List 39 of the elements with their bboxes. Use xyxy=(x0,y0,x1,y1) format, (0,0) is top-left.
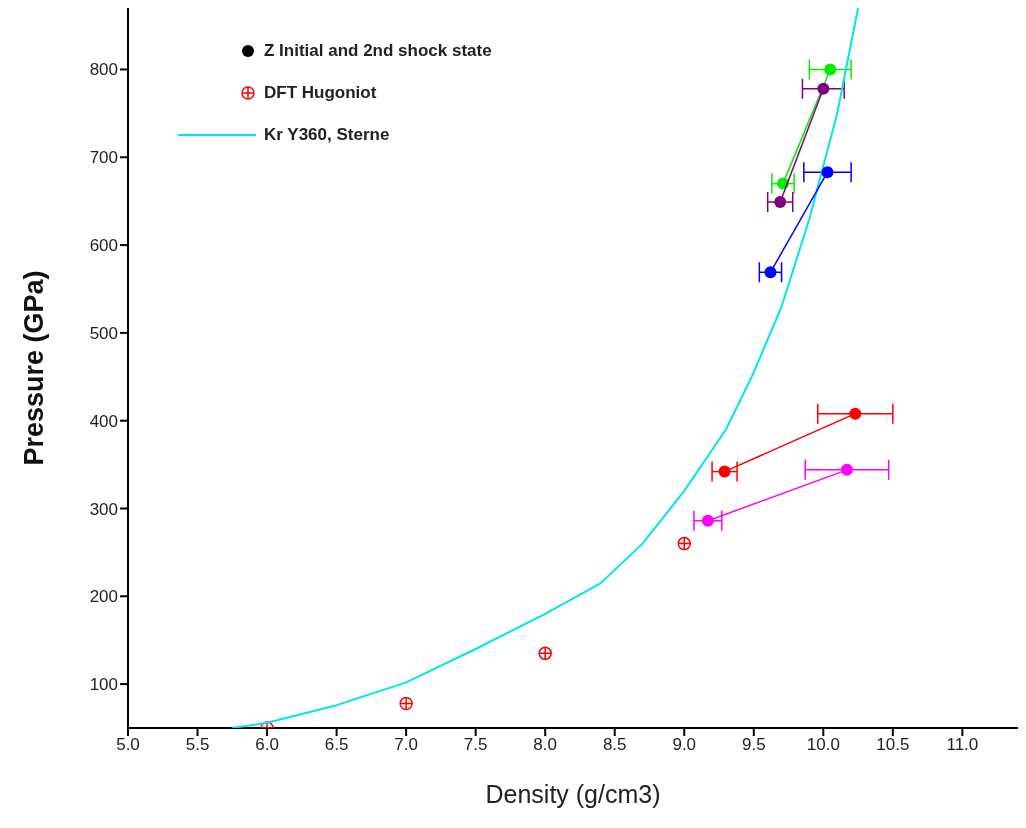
point xyxy=(764,266,777,279)
y-tick-label: 400 xyxy=(89,411,118,431)
line-series xyxy=(231,8,860,728)
legend-label: Z Initial and 2nd shock state xyxy=(264,41,492,61)
y-tick-label: 700 xyxy=(89,148,118,168)
x-tick-label: 5.5 xyxy=(185,735,210,755)
point xyxy=(701,514,714,527)
y-tick-label: 200 xyxy=(89,587,118,607)
x-tick-label: 9.0 xyxy=(672,735,697,755)
y-axis-title: Pressure (GPa) xyxy=(18,270,49,466)
x-tick-label: 10.5 xyxy=(876,735,910,755)
x-tick-label: 9.5 xyxy=(741,735,766,755)
point xyxy=(821,166,834,179)
point xyxy=(677,536,691,551)
x-tick-label: 5.0 xyxy=(116,735,140,755)
y-tick-label: 600 xyxy=(89,236,118,256)
point xyxy=(774,196,787,209)
x-tick-label: 11.0 xyxy=(946,735,979,755)
x-tick-label: 6.0 xyxy=(255,735,279,755)
y-tick-label: 800 xyxy=(89,60,118,80)
point xyxy=(538,646,552,661)
x-axis-title: Density (g/cm3) xyxy=(485,780,661,808)
x-tick-label: 6.5 xyxy=(324,735,349,755)
point xyxy=(849,407,862,420)
legend-label: DFT Hugoniot xyxy=(264,83,377,103)
point xyxy=(824,63,837,76)
legend-label: Kr Y360, Sterne xyxy=(264,125,390,145)
point xyxy=(817,82,830,95)
point xyxy=(840,463,853,476)
point xyxy=(718,465,731,478)
y-tick-label: 500 xyxy=(89,323,118,343)
x-tick-label: 7.0 xyxy=(394,735,418,755)
y-tick-label: 300 xyxy=(89,499,118,519)
x-tick-label: 8.0 xyxy=(533,735,558,755)
x-tick-label: 7.5 xyxy=(463,735,488,755)
x-tick-label: 8.5 xyxy=(602,735,627,755)
y-tick-label: 100 xyxy=(89,675,118,695)
x-tick-label: 10.0 xyxy=(806,735,840,755)
point xyxy=(399,696,413,711)
